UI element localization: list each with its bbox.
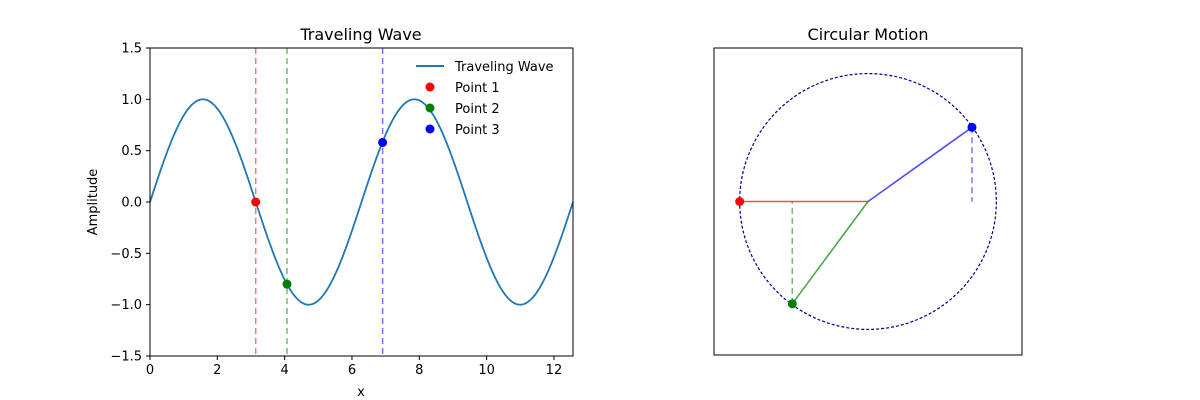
- radius-line: [791, 201, 869, 305]
- wave-ylabel: Amplitude: [86, 169, 101, 236]
- y-tick-label: 0.0: [121, 196, 142, 211]
- wave-panel: Traveling Wave 0 2 4 6 8 10 12 −1.5 −1.0 −0.5 0.0 0…: [86, 25, 574, 400]
- radius-line: [867, 126, 973, 203]
- y-tick-label: 1.0: [121, 93, 142, 108]
- wave-point: [282, 279, 292, 289]
- y-tick-label: −1.0: [110, 298, 142, 313]
- wave-point: [378, 137, 388, 147]
- legend-label-point-3: Point 3: [455, 123, 500, 138]
- y-tick-label: 0.5: [121, 144, 142, 159]
- circle-panel: Circular Motion: [713, 25, 1023, 356]
- legend-marker-point-1: [425, 82, 435, 92]
- legend-label-point-2: Point 2: [455, 102, 500, 117]
- legend-label-point-1: Point 1: [455, 81, 500, 96]
- circle-point: [787, 299, 797, 309]
- legend-marker-point-2: [425, 103, 435, 113]
- wave-point: [251, 197, 261, 207]
- circle-title: Circular Motion: [808, 25, 929, 44]
- y-tick-label: −1.5: [110, 350, 142, 365]
- circle-axes-frame: [713, 47, 1023, 356]
- x-tick-label: 10: [478, 363, 495, 378]
- y-tick-label: 1.5: [121, 42, 142, 57]
- x-tick-label: 12: [546, 363, 563, 378]
- legend-marker-point-3: [425, 124, 435, 134]
- x-tick-label: 4: [281, 363, 289, 378]
- x-tick-label: 8: [415, 363, 423, 378]
- legend-label-wave: Traveling Wave: [454, 60, 554, 75]
- wave-series-line: [149, 98, 574, 306]
- x-tick-label: 2: [213, 363, 221, 378]
- wave-legend: Traveling Wave Point 1 Point 2 Point 3: [416, 60, 554, 138]
- circle-point: [735, 197, 745, 206]
- y-tick-label: −0.5: [110, 247, 142, 262]
- x-tick-label: 6: [348, 363, 356, 378]
- circle-point: [967, 122, 977, 132]
- wave-xlabel: x: [357, 385, 365, 400]
- x-tick-label: 0: [146, 363, 154, 378]
- wave-title: Traveling Wave: [299, 25, 421, 44]
